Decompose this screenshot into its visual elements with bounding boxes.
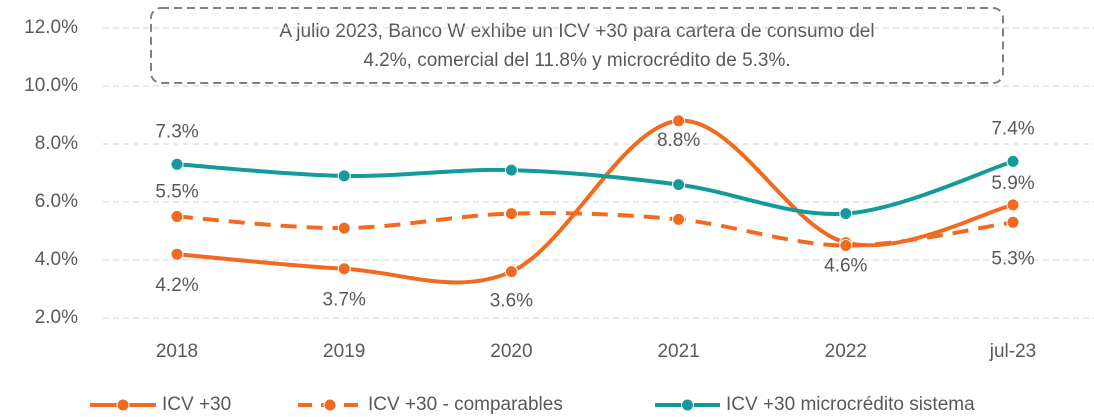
x-tick-label: 2018 <box>156 341 198 362</box>
data-label: 8.8% <box>657 130 700 151</box>
legend-label: ICV +30 <box>162 394 231 415</box>
legend-label: ICV +30 - comparables <box>368 394 563 415</box>
point <box>504 163 518 177</box>
data-label: 5.5% <box>155 182 198 203</box>
point <box>504 265 518 279</box>
x-tick-label: 2021 <box>657 341 699 362</box>
legend-marker <box>323 398 337 412</box>
point <box>839 207 853 221</box>
point <box>170 247 184 261</box>
annotation: 4.2%, comercial del 11.8% y microcrédito… <box>363 50 790 71</box>
legend-marker <box>116 398 130 412</box>
point <box>1006 154 1020 168</box>
legend-marker <box>681 398 694 412</box>
data-label: 7.4% <box>991 118 1034 139</box>
data-label: 3.6% <box>490 291 533 312</box>
point <box>337 221 351 235</box>
data-label: 7.3% <box>155 121 198 142</box>
x-tick-label: 2022 <box>825 341 867 362</box>
y-tick-label: 10.0% <box>24 75 78 96</box>
point <box>672 178 686 192</box>
legend-label: ICV +30 microcrédito sistema <box>726 394 975 415</box>
point <box>170 210 184 223</box>
point <box>504 207 518 221</box>
x-tick-label: 2019 <box>323 341 365 362</box>
data-label: 3.7% <box>323 290 366 311</box>
data-label: 5.9% <box>991 173 1034 194</box>
y-tick-label: 12.0% <box>24 17 78 38</box>
point <box>337 262 351 276</box>
point <box>672 114 686 128</box>
point <box>839 239 853 252</box>
y-tick-label: 6.0% <box>35 191 78 212</box>
data-label: 5.3% <box>991 248 1034 269</box>
point <box>672 212 686 226</box>
x-tick-label: 2020 <box>490 341 532 362</box>
y-tick-label: 8.0% <box>35 133 78 154</box>
data-label: 4.6% <box>824 256 867 277</box>
x-tick-label: jul-23 <box>989 341 1036 362</box>
point <box>1006 198 1020 212</box>
point <box>170 157 184 171</box>
point <box>1006 215 1020 229</box>
annotation-box <box>150 7 1004 84</box>
data-label: 4.2% <box>155 275 198 296</box>
y-tick-label: 4.0% <box>35 249 78 270</box>
series-line <box>176 211 1014 248</box>
point <box>337 169 351 183</box>
y-tick-label: 2.0% <box>35 307 78 328</box>
annotation: A julio 2023, Banco W exhibe un ICV +30 … <box>279 21 874 42</box>
series-line <box>176 159 1014 216</box>
